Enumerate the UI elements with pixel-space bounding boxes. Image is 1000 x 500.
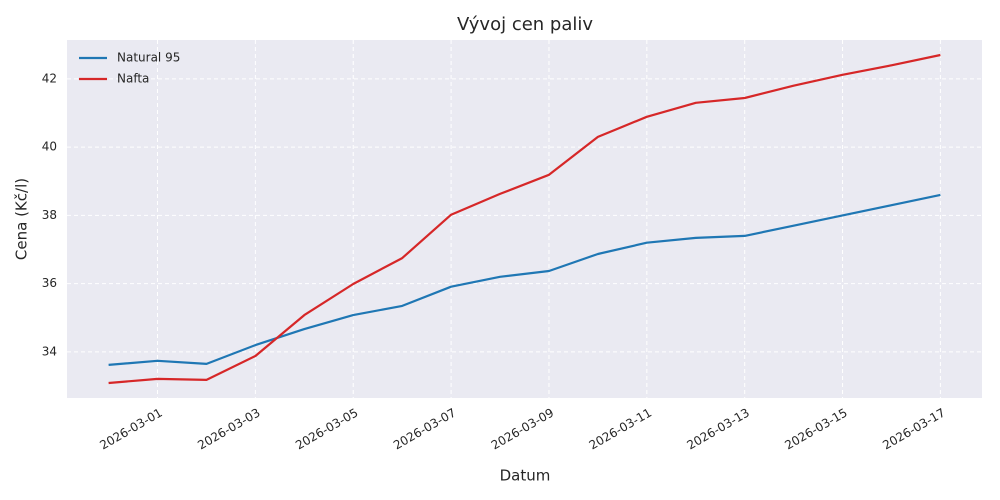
legend-label: Nafta	[117, 72, 149, 86]
line	[108, 53, 941, 385]
x-tick-label: 2026-03-17	[880, 406, 947, 453]
x-tick-label: 2026-03-03	[195, 406, 262, 453]
x-axis-label: Datum	[500, 467, 551, 485]
line	[108, 193, 941, 366]
y-tick-label: 42	[42, 71, 57, 85]
y-axis-label: Cena (Kč/l)	[13, 178, 31, 260]
y-tick-label: 36	[42, 276, 57, 290]
x-tick-label: 2026-03-13	[685, 406, 752, 453]
x-tick-label: 2026-03-05	[293, 406, 360, 453]
chart-title: Vývoj cen paliv	[457, 14, 593, 35]
x-tick-label: 2026-03-15	[782, 406, 849, 453]
y-tick-label: 40	[42, 140, 57, 154]
x-tick-label: 2026-03-09	[489, 406, 556, 453]
plot-area	[67, 40, 982, 398]
x-tick-label: 2026-03-11	[587, 406, 654, 453]
x-tick-label: 2026-03-07	[391, 406, 458, 453]
x-tick-label: 2026-03-01	[97, 406, 164, 453]
y-tick-label: 38	[42, 208, 57, 222]
y-tick-label: 34	[42, 344, 57, 358]
legend-label: Natural 95	[117, 51, 180, 65]
